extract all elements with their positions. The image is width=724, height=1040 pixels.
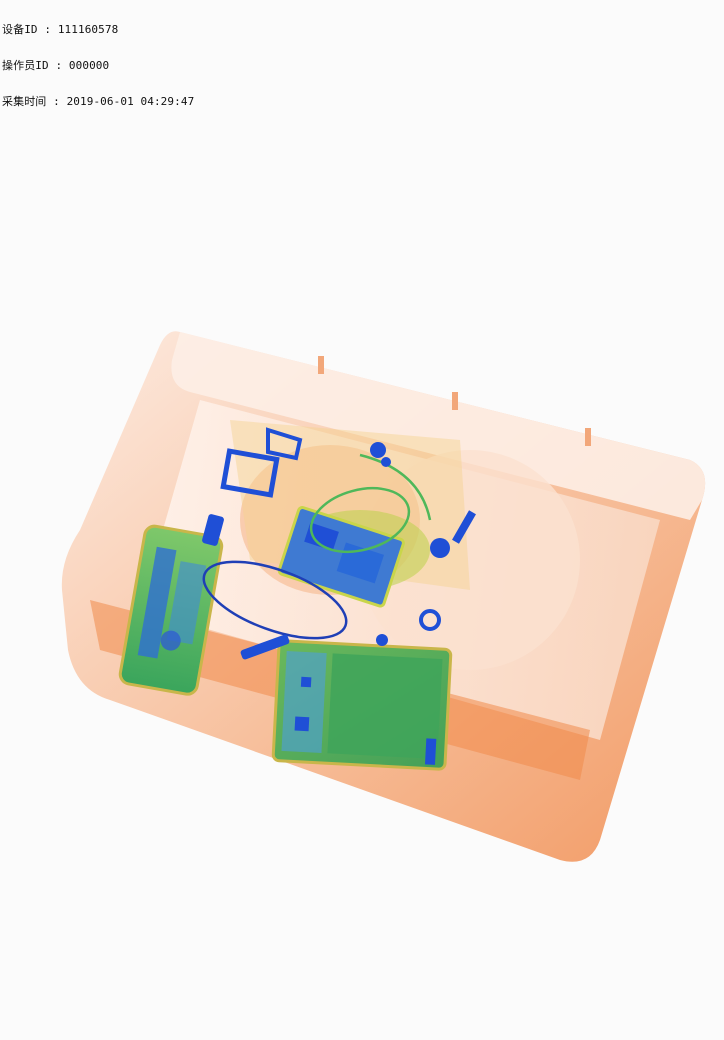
operator-id-label: 操作员ID : 000000: [2, 59, 110, 72]
clip-icon: [202, 427, 476, 660]
capture-time-label: 采集时间 : 2019-06-01 04:29:47: [2, 95, 195, 108]
wire-icon: [202, 453, 432, 640]
scan-metadata-overlay: 设备ID : 111160578 操作员ID : 000000 采集时间 : 2…: [2, 0, 194, 120]
device-id-label: 设备ID : 111160578: [2, 23, 119, 36]
tablet-icon: [271, 639, 453, 771]
phone-icon: [118, 524, 224, 696]
